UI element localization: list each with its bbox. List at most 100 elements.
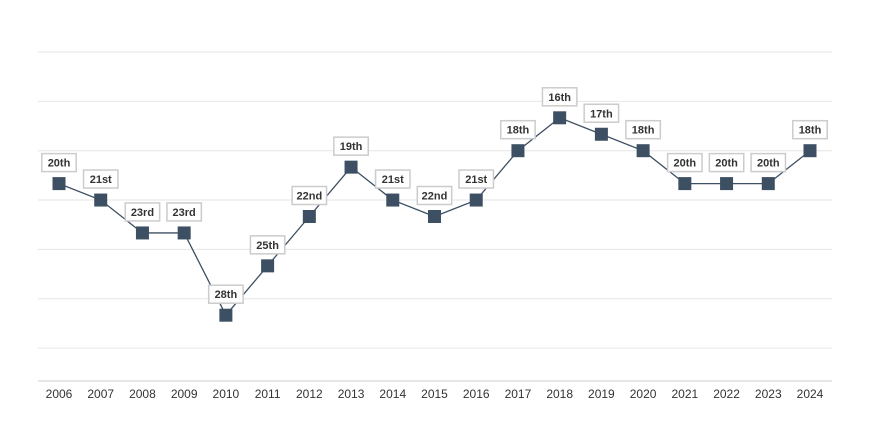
data-label-text: 23rd xyxy=(131,207,154,219)
data-label-box xyxy=(291,185,328,206)
data-point-marker xyxy=(636,144,650,158)
x-tick-label: 2015 xyxy=(421,387,448,401)
x-tick-label: 2010 xyxy=(213,387,240,401)
data-point-marker xyxy=(177,226,191,240)
data-label: 20th xyxy=(708,152,745,173)
data-label-box xyxy=(625,119,662,140)
data-label-text: 18th xyxy=(507,125,530,137)
data-point-marker xyxy=(52,177,66,191)
data-label: 18th xyxy=(625,119,662,140)
x-tick-label: 2024 xyxy=(797,387,824,401)
data-label-box xyxy=(333,136,370,156)
x-tick-label: 2017 xyxy=(505,387,532,401)
data-label-box xyxy=(207,284,244,304)
data-point-marker xyxy=(261,259,275,273)
data-label-box xyxy=(41,152,77,173)
data-point-marker xyxy=(302,210,316,223)
data-label-text: 20th xyxy=(48,158,71,170)
data-label-box xyxy=(124,202,161,222)
data-point-marker xyxy=(511,144,525,158)
data-label-box xyxy=(792,119,828,140)
data-label-box xyxy=(541,87,578,107)
data-point-marker xyxy=(219,308,233,322)
data-label-text: 21st xyxy=(90,174,112,186)
x-tick-label: 2011 xyxy=(255,387,281,401)
data-label-box xyxy=(82,169,119,189)
x-tick-label: 2019 xyxy=(588,387,615,401)
data-label-box xyxy=(166,202,203,222)
data-label: 21st xyxy=(82,169,119,189)
data-point-marker xyxy=(344,160,358,174)
x-tick-label: 2022 xyxy=(713,387,740,401)
data-label-box xyxy=(249,235,286,255)
data-label-box xyxy=(416,185,453,206)
x-tick-label: 2023 xyxy=(755,387,782,401)
data-point-marker xyxy=(761,177,775,191)
data-label-text: 16th xyxy=(548,92,571,104)
x-tick-label: 2021 xyxy=(671,387,698,401)
data-label-box xyxy=(583,103,620,123)
data-point-marker xyxy=(428,210,441,223)
data-label-text: 25th xyxy=(256,240,279,252)
data-label-text: 20th xyxy=(715,158,738,170)
data-label-text: 28th xyxy=(215,289,238,301)
data-point-marker xyxy=(678,177,692,191)
data-label-box xyxy=(499,119,536,140)
data-label-text: 17th xyxy=(590,108,613,120)
data-label: 23rd xyxy=(166,202,203,222)
x-tick-label: 2013 xyxy=(338,387,365,401)
x-tick-label: 2007 xyxy=(87,387,114,401)
x-tick-label: 2006 xyxy=(46,387,73,401)
data-label-text: 19th xyxy=(340,141,363,153)
data-point-marker xyxy=(803,144,817,158)
data-label: 20th xyxy=(41,152,77,173)
data-point-marker xyxy=(135,226,149,240)
grid-lines xyxy=(38,51,832,382)
data-label-text: 20th xyxy=(674,158,697,170)
x-tick-label: 2014 xyxy=(379,387,406,401)
data-label-text: 22nd xyxy=(296,191,322,203)
data-point-marker xyxy=(386,193,400,207)
x-tick-label: 2012 xyxy=(296,387,323,401)
data-label-text: 22nd xyxy=(422,191,448,203)
x-tick-label: 2016 xyxy=(463,387,490,401)
data-label: 25th xyxy=(249,235,286,255)
data-label-box xyxy=(750,152,787,173)
data-label: 21st xyxy=(374,169,411,189)
data-label-text: 20th xyxy=(757,158,780,170)
data-labels: 20th 21st 23rd 23rd 28th 25th 22nd 19th 21st 22nd… xyxy=(41,87,828,304)
data-label: 17th xyxy=(583,103,620,123)
data-label-box xyxy=(666,152,703,173)
data-label: 19th xyxy=(333,136,370,156)
data-point-marker xyxy=(94,193,108,207)
data-label-box xyxy=(708,152,745,173)
data-label: 18th xyxy=(499,119,536,140)
data-point-marker xyxy=(469,193,483,207)
x-tick-label: 2008 xyxy=(129,387,156,401)
x-axis-ticks: 2006 2007 2008 2009 2010 2011 2012 2013 2014 2015… xyxy=(46,387,824,401)
data-label-text: 21st xyxy=(465,174,487,186)
x-tick-label: 2009 xyxy=(171,387,198,401)
data-point-marker xyxy=(553,111,567,125)
data-label: 21st xyxy=(458,169,495,189)
data-label: 20th xyxy=(666,152,703,173)
data-points xyxy=(52,111,817,322)
data-label-text: 18th xyxy=(632,125,655,137)
data-label: 28th xyxy=(207,284,244,304)
data-point-marker xyxy=(720,177,734,191)
x-tick-label: 2020 xyxy=(630,387,657,401)
data-label: 18th xyxy=(792,119,828,140)
data-label-text: 18th xyxy=(799,125,822,137)
x-tick-label: 2018 xyxy=(546,387,573,401)
data-label: 23rd xyxy=(124,202,161,222)
data-label-text: 23rd xyxy=(173,207,196,219)
data-point-marker xyxy=(594,127,608,141)
data-label: 22nd xyxy=(416,185,453,206)
data-label-text: 21st xyxy=(382,174,404,186)
data-label: 16th xyxy=(541,87,578,107)
data-label-box xyxy=(374,169,411,189)
data-label-box xyxy=(458,169,495,189)
data-label: 20th xyxy=(750,152,787,173)
data-label: 22nd xyxy=(291,185,328,206)
